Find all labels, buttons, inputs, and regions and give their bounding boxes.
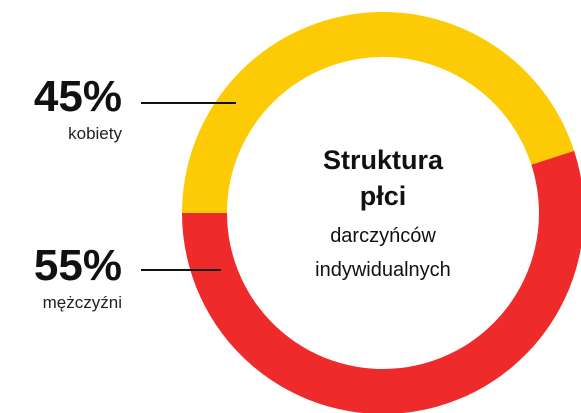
chart-title: Struktura płci [322,145,444,211]
donut-slice [182,150,581,413]
value-label: 45% [33,72,122,121]
value-label: 55% [33,241,122,290]
category-label: mężczyźni [42,293,122,312]
category-label: kobiety [68,124,122,143]
chart-subtitle: darczyńców indywidualnych [315,225,451,281]
donut-slice [182,12,575,214]
